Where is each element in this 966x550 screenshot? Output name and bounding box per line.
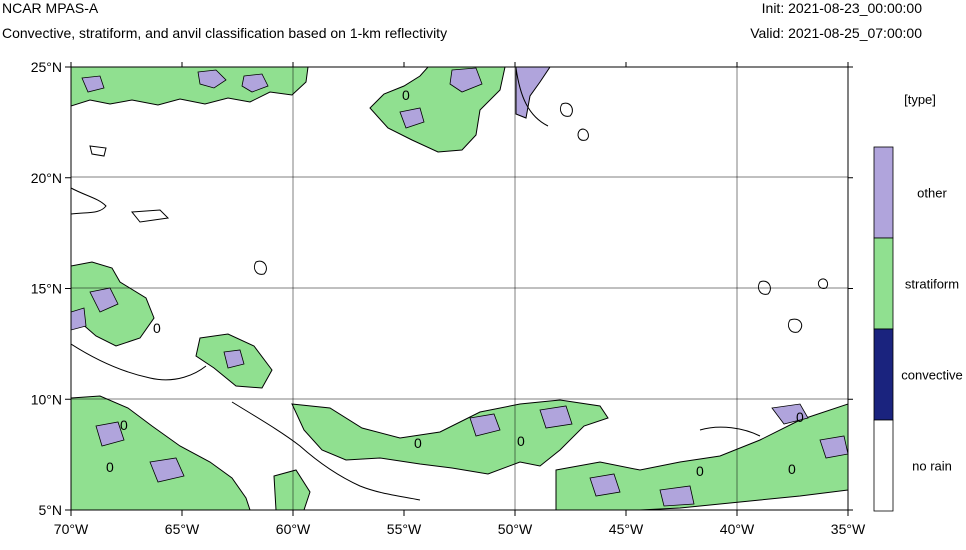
lon-tick-label: 55°W xyxy=(387,521,422,537)
legend-swatch-other xyxy=(873,146,894,239)
lat-tick-label: 5°N xyxy=(39,502,63,518)
contour-label: 0 xyxy=(796,409,804,425)
lon-tick-label: 40°W xyxy=(720,521,755,537)
contour-label: 0 xyxy=(414,435,422,451)
legend-title: [type] xyxy=(904,92,936,107)
rain-cell-nw-band xyxy=(71,67,309,107)
lat-tick-label: 25°N xyxy=(31,59,62,75)
legend-label: stratiform xyxy=(905,277,959,292)
valid-time: Valid: 2021-08-25_07:00:00 xyxy=(750,25,922,41)
lat-tick-label: 10°N xyxy=(31,391,62,407)
lon-tick-label: 70°W xyxy=(54,521,89,537)
rain-cell-southwest xyxy=(71,395,311,510)
contour-label: 0 xyxy=(153,320,161,336)
legend-swatch-stratiform xyxy=(873,237,894,330)
scattered-cells xyxy=(89,102,829,333)
precip-fields xyxy=(71,67,848,510)
legend: other stratiform convective no rain xyxy=(873,146,963,512)
contour-label: 0 xyxy=(402,87,410,103)
contour-label: 0 xyxy=(517,433,525,449)
rain-cell-west-mid xyxy=(71,261,273,389)
contour-label: 0 xyxy=(120,417,128,433)
contour-label: 0 xyxy=(788,461,796,477)
lon-tick-label: 60°W xyxy=(276,521,311,537)
plot-description: Convective, stratiform, and anvil classi… xyxy=(2,25,448,41)
lat-tick-label: 20°N xyxy=(31,170,62,186)
graticule xyxy=(71,67,848,510)
contour-label: 0 xyxy=(696,463,704,479)
contour-labels: 0 0 0 0 0 0 0 0 0 xyxy=(106,87,804,479)
contour-label: 0 xyxy=(106,459,114,475)
init-time: Init: 2021-08-23_00:00:00 xyxy=(761,0,922,16)
lon-tick-label: 35°W xyxy=(831,521,866,537)
legend-label: other xyxy=(917,186,947,201)
legend-label: no rain xyxy=(912,459,952,474)
lon-tick-label: 65°W xyxy=(165,521,200,537)
rain-cell-north-center xyxy=(369,67,551,153)
lon-tick-label: 50°W xyxy=(498,521,533,537)
lat-tick-label: 15°N xyxy=(31,281,62,297)
legend-swatch-convective xyxy=(873,328,894,421)
lon-tick-label: 45°W xyxy=(609,521,644,537)
rain-cell-south-band xyxy=(291,399,848,510)
zero-contour-lines xyxy=(71,67,761,501)
legend-swatch-no-rain xyxy=(873,419,894,512)
legend-label: convective xyxy=(901,368,962,383)
model-title: NCAR MPAS-A xyxy=(2,0,99,16)
axis-ticks: 70°W 65°W 60°W 55°W 50°W 45°W 40°W 35°W 25°N 20°N… xyxy=(31,59,866,537)
